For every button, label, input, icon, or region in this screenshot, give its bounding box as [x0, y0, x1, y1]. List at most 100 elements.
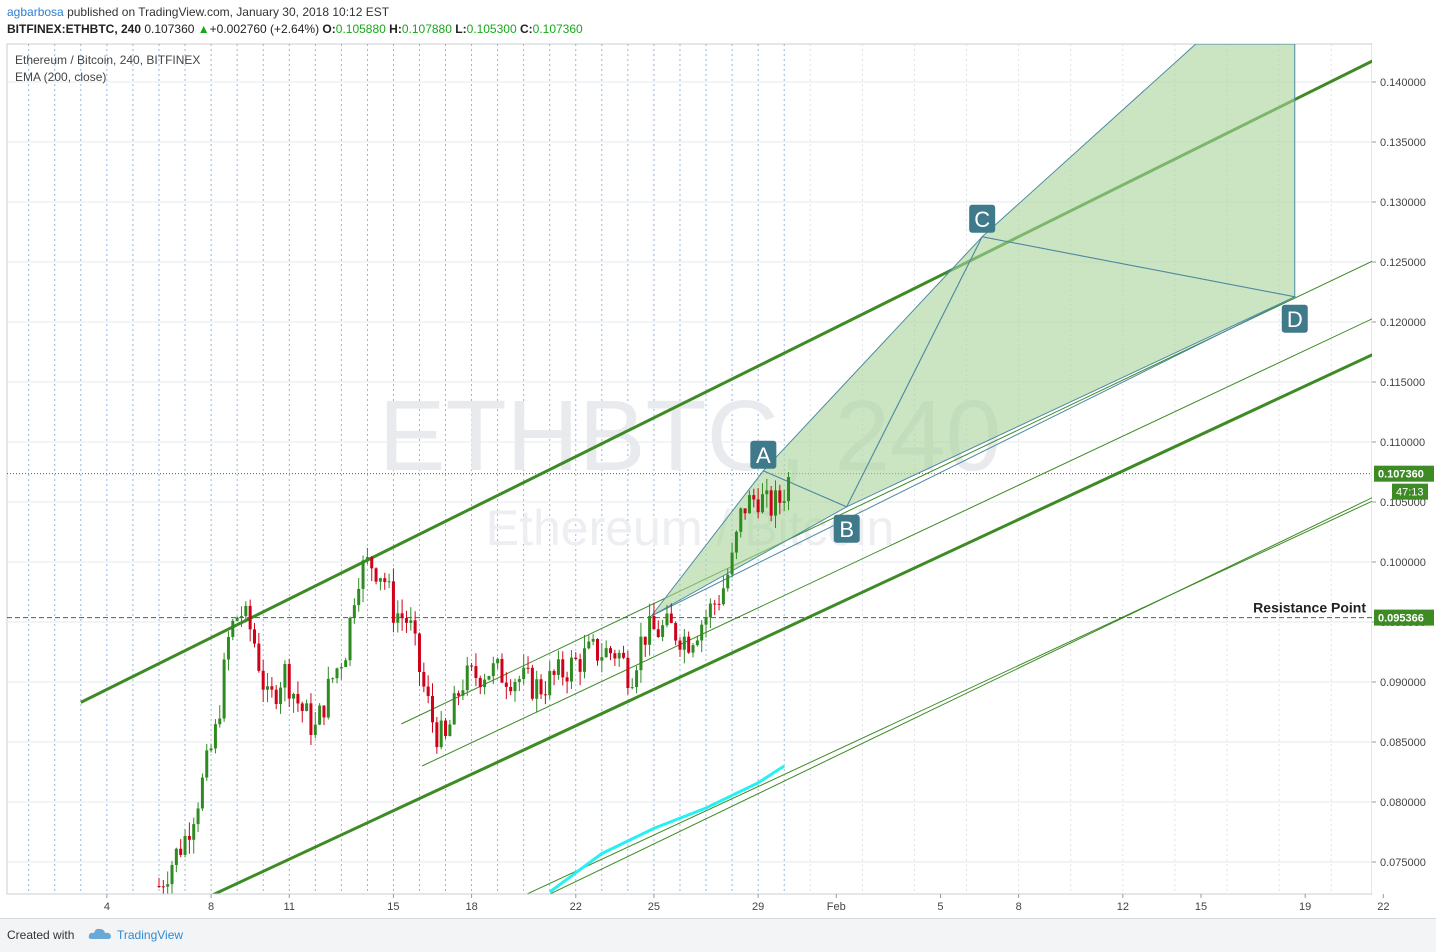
candle-body	[218, 718, 222, 725]
y-tick-label: 0.125000	[1380, 257, 1426, 269]
candle-body	[322, 705, 326, 718]
close-label: C:	[519, 22, 533, 36]
candle-body	[270, 686, 274, 690]
candle-body	[548, 671, 552, 696]
published-text: published on TradingView.com, January 30…	[67, 5, 390, 19]
candle-body	[717, 603, 721, 605]
y-tick-label: 0.090000	[1380, 677, 1426, 689]
candle-body	[239, 616, 243, 618]
candle-body	[734, 531, 738, 553]
candle-body	[213, 724, 217, 749]
candle-body	[643, 636, 647, 645]
indicator-legend[interactable]: EMA (200, close)	[15, 70, 107, 84]
open-label: O:	[322, 22, 336, 36]
candle-body	[335, 668, 339, 679]
candle-body	[695, 640, 699, 646]
candle-body	[426, 686, 430, 696]
x-tick-label: 5	[937, 901, 943, 913]
candle-body	[648, 615, 652, 645]
candle-body	[635, 670, 639, 688]
candle-body	[713, 603, 717, 605]
candle-body	[474, 666, 478, 678]
candle-body	[760, 494, 764, 513]
x-tick-label: 29	[752, 901, 764, 913]
x-tick-label: 4	[104, 901, 110, 913]
footer: Created with TradingView	[0, 918, 1436, 952]
candle-body	[339, 667, 343, 669]
price-change: +0.002760 (+2.64%)	[209, 22, 320, 36]
candle-body	[487, 676, 491, 680]
candle-body	[478, 677, 482, 688]
candle-body	[396, 613, 400, 623]
candle-body	[374, 568, 378, 582]
candle-body	[778, 490, 782, 503]
candle-body	[365, 557, 369, 561]
candle-body	[187, 835, 191, 840]
resistance-price-label: 0.095366	[1378, 613, 1424, 625]
candle-body	[691, 645, 695, 653]
candle-body	[235, 617, 239, 621]
y-tick-label: 0.085000	[1380, 737, 1426, 749]
candle-body	[422, 672, 426, 687]
x-tick-label: 22	[1377, 901, 1389, 913]
chart-header: agbarbosa published on TradingView.com, …	[0, 0, 1436, 44]
candle-body	[556, 659, 560, 675]
y-tick-label: 0.115000	[1380, 377, 1425, 389]
symbol-label: BITFINEX:ETHBTC, 240	[7, 22, 142, 36]
y-tick-label: 0.130000	[1380, 197, 1426, 209]
publish-info: agbarbosa published on TradingView.com, …	[7, 5, 389, 19]
thin-channel-3	[548, 497, 1372, 894]
candle-body	[609, 648, 613, 654]
tradingview-brand-link[interactable]: TradingView	[117, 928, 184, 942]
candle-body	[774, 490, 778, 516]
candle-body	[192, 824, 196, 840]
y-tick-label: 0.080000	[1380, 797, 1426, 809]
author-link[interactable]: agbarbosa	[7, 5, 64, 19]
x-tick-label: Feb	[827, 901, 846, 913]
candle-body	[318, 705, 322, 725]
series-title[interactable]: Ethereum / Bitcoin, 240, BITFINEX	[15, 53, 201, 67]
candle-body	[357, 588, 361, 606]
candle-body	[391, 581, 395, 623]
last-price: 0.107360	[144, 22, 195, 36]
candle-body	[721, 588, 725, 605]
candle-body	[326, 678, 330, 718]
y-tick-label: 0.120000	[1380, 317, 1426, 329]
open-value: 0.105880	[335, 22, 386, 36]
candle-body	[782, 501, 786, 503]
channel-lower-line	[210, 353, 1372, 894]
x-axis	[7, 894, 1372, 918]
candle-body	[630, 687, 634, 689]
candle-body	[591, 638, 595, 642]
candle-body	[535, 679, 539, 699]
candle-body	[279, 687, 283, 704]
pattern-point-c-label: C	[974, 207, 990, 232]
candle-body	[574, 657, 578, 660]
high-value: 0.107880	[401, 22, 452, 36]
change-triangle-icon: ▲	[197, 22, 210, 36]
candle-body	[504, 682, 508, 687]
candle-body	[305, 703, 309, 712]
candle-body	[244, 605, 248, 617]
candle-body	[261, 670, 265, 690]
candle-body	[174, 848, 178, 865]
pattern-point-a-label: A	[756, 443, 771, 468]
candle-body	[665, 613, 669, 626]
candle-body	[656, 629, 660, 637]
candle-body	[587, 641, 591, 649]
candle-body	[200, 777, 204, 809]
y-tick-label: 0.100000	[1380, 557, 1426, 569]
candle-body	[687, 636, 691, 653]
candle-body	[348, 617, 352, 661]
candle-body	[183, 835, 187, 855]
x-tick-label: 18	[465, 901, 477, 913]
candle-body	[652, 615, 656, 630]
pattern-point-d-label: D	[1287, 307, 1303, 332]
tradingview-cloud-icon	[88, 928, 111, 939]
thin-channel-4	[525, 500, 1372, 894]
candle-body	[166, 884, 170, 887]
x-tick-label: 8	[208, 901, 214, 913]
x-tick-label: 15	[1195, 901, 1207, 913]
